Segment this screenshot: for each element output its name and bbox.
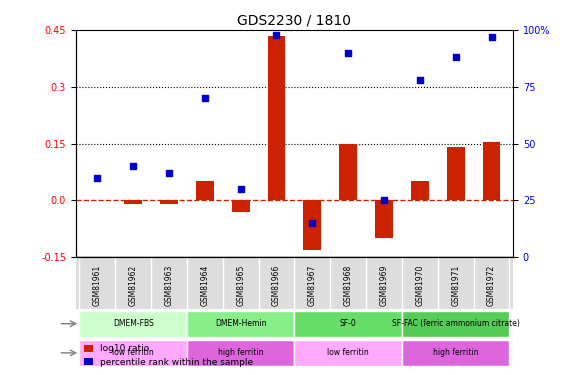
- Point: [343, 50, 353, 56]
- Title: GDS2230 / 1810: GDS2230 / 1810: [237, 13, 352, 27]
- Bar: [160, 200, 178, 204]
- Text: GSM81969: GSM81969: [380, 265, 388, 306]
- FancyBboxPatch shape: [402, 310, 510, 337]
- Text: low ferritin: low ferritin: [113, 348, 154, 357]
- Point: [164, 170, 174, 176]
- Text: DMEM-FBS: DMEM-FBS: [113, 319, 153, 328]
- Text: GSM81967: GSM81967: [308, 265, 317, 306]
- FancyBboxPatch shape: [79, 340, 187, 366]
- Point: [200, 95, 209, 101]
- FancyBboxPatch shape: [294, 310, 402, 337]
- FancyBboxPatch shape: [187, 340, 294, 366]
- Text: high ferritin: high ferritin: [218, 348, 264, 357]
- Bar: [231, 200, 250, 212]
- Text: GSM81963: GSM81963: [164, 265, 174, 306]
- Text: GSM81965: GSM81965: [236, 265, 245, 306]
- Bar: [124, 200, 142, 204]
- Text: high ferritin: high ferritin: [433, 348, 479, 357]
- Bar: [447, 147, 465, 200]
- Bar: [196, 182, 214, 200]
- Bar: [375, 200, 393, 238]
- Text: GSM81966: GSM81966: [272, 265, 281, 306]
- Text: GSM81964: GSM81964: [201, 265, 209, 306]
- Bar: [483, 142, 500, 200]
- Bar: [411, 182, 429, 200]
- FancyBboxPatch shape: [402, 340, 510, 366]
- Point: [272, 32, 281, 38]
- Text: SF-0: SF-0: [340, 319, 357, 328]
- Point: [128, 163, 138, 169]
- Text: GSM81972: GSM81972: [487, 265, 496, 306]
- Text: GSM81968: GSM81968: [343, 265, 353, 306]
- Text: GSM81971: GSM81971: [451, 265, 460, 306]
- FancyBboxPatch shape: [187, 310, 294, 337]
- Point: [487, 34, 496, 40]
- Point: [415, 77, 424, 83]
- Point: [380, 197, 389, 203]
- Text: GSM81962: GSM81962: [129, 265, 138, 306]
- Point: [451, 54, 461, 60]
- Text: DMEM-Hemin: DMEM-Hemin: [215, 319, 266, 328]
- Bar: [268, 36, 286, 200]
- Text: GSM81970: GSM81970: [415, 265, 424, 306]
- FancyBboxPatch shape: [294, 340, 402, 366]
- Text: SF-FAC (ferric ammonium citrate): SF-FAC (ferric ammonium citrate): [392, 319, 519, 328]
- Text: low ferritin: low ferritin: [327, 348, 369, 357]
- FancyBboxPatch shape: [79, 310, 187, 337]
- Point: [308, 220, 317, 226]
- Point: [93, 175, 102, 181]
- Point: [236, 186, 245, 192]
- Text: GSM81961: GSM81961: [93, 265, 102, 306]
- Bar: [339, 144, 357, 200]
- Bar: [303, 200, 321, 250]
- Legend: log10 ratio, percentile rank within the sample: log10 ratio, percentile rank within the …: [80, 341, 257, 370]
